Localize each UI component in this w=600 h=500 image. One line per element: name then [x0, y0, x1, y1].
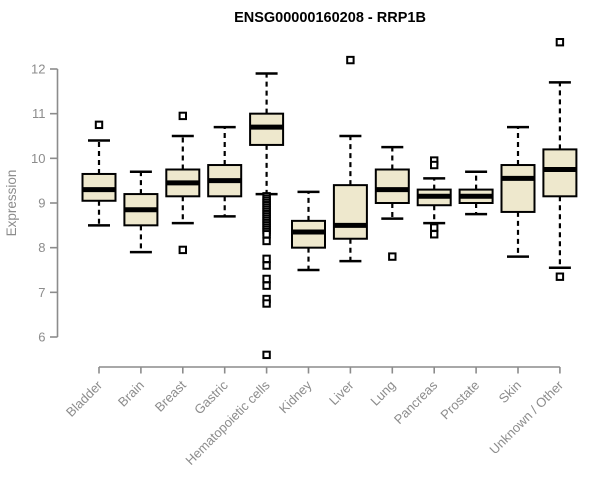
outlier-hematopoietic-cells	[262, 236, 271, 246]
outlier-pancreas	[430, 223, 439, 232]
box-group-lung	[374, 145, 410, 261]
y-tick-label: 7	[38, 285, 45, 300]
x-tick-label-lung: Lung	[367, 378, 398, 409]
box-series	[81, 38, 578, 360]
outlier-pancreas	[430, 160, 439, 170]
box-group-kidney	[291, 190, 326, 272]
box-group-breast	[165, 111, 201, 255]
box-group-gastric	[207, 125, 243, 218]
y-tick-label: 10	[31, 151, 45, 166]
box-unknown-other	[542, 148, 578, 198]
outlier-hematopoietic-cells	[262, 350, 271, 360]
x-tick-label-breast: Breast	[152, 377, 189, 414]
outlier-breast	[178, 111, 188, 121]
outlier-bladder	[94, 120, 104, 130]
y-axis-label: Expression	[4, 170, 19, 237]
box-lung	[374, 168, 410, 204]
y-tick-label: 8	[38, 240, 45, 255]
y-tick-label: 11	[32, 106, 46, 121]
box-group-unknown-other	[542, 38, 578, 281]
x-tick-label-kidney: Kidney	[276, 377, 315, 416]
y-tick-label: 9	[38, 196, 45, 211]
box-group-brain	[123, 170, 159, 254]
outlier-hematopoietic-cells	[262, 274, 271, 284]
outlier-pancreas	[430, 230, 439, 239]
outlier-hematopoietic-cells	[262, 254, 271, 264]
x-tick-label-prostate: Prostate	[437, 378, 482, 423]
outlier-breast	[178, 245, 188, 255]
x-tick-label-unknown-other: Unknown / Other	[486, 377, 566, 457]
box-group-bladder	[81, 120, 117, 227]
x-tick-label-gastric: Gastric	[191, 377, 231, 417]
x-tick-label-pancreas: Pancreas	[391, 377, 441, 427]
outlier-hematopoietic-cells	[262, 230, 271, 239]
outlier-hematopoietic-cells	[262, 261, 271, 270]
outlier-unknown-other	[555, 38, 565, 47]
x-tick-label-brain: Brain	[115, 378, 147, 410]
chart-title: ENSG00000160208 - RRP1B	[234, 10, 426, 26]
x-tick-label-skin: Skin	[496, 378, 524, 406]
box-liver	[332, 184, 368, 240]
x-tick-label-liver: Liver	[326, 377, 357, 408]
x-tick-label-bladder: Bladder	[63, 377, 106, 420]
outlier-hematopoietic-cells	[262, 281, 271, 290]
y-tick-label: 6	[38, 330, 45, 345]
box-group-pancreas	[416, 156, 452, 239]
box-skin	[500, 164, 536, 213]
outlier-unknown-other	[555, 272, 565, 281]
box-group-liver	[332, 55, 368, 263]
box-group-prostate	[458, 170, 494, 216]
y-axis: 6 7 8 9 10 11 12	[31, 62, 59, 345]
y-tick-label: 12	[31, 62, 45, 77]
box-group-skin	[500, 125, 536, 258]
outlier-lung	[388, 252, 397, 261]
outlier-hematopoietic-cells	[262, 299, 271, 308]
box-group-hematopoietic-cells	[249, 72, 285, 360]
outlier-liver	[346, 55, 355, 65]
